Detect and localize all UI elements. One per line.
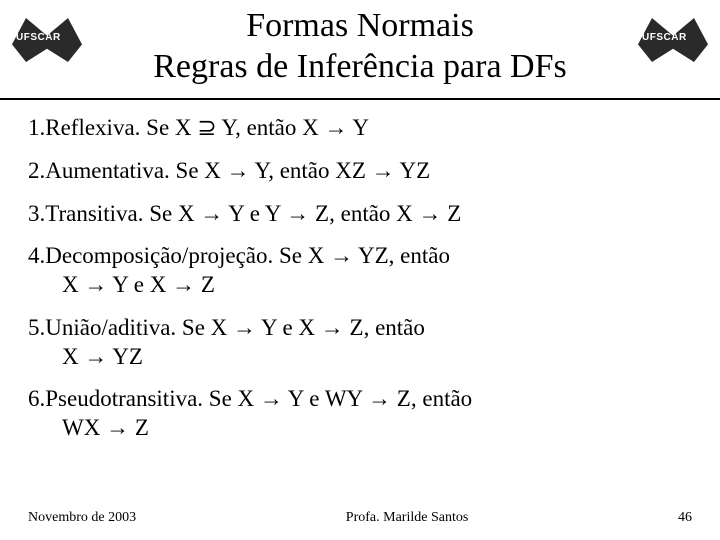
rule-6-line1: 6.Pseudotransitiva. Se X → Y e WY → Z, e… bbox=[28, 386, 472, 411]
logo-right: UFSCAR bbox=[638, 18, 708, 62]
rule-5: 5.União/aditiva. Se X → Y e X → Z, então… bbox=[28, 314, 692, 372]
ufscar-logo-shape: UFSCAR bbox=[638, 18, 708, 62]
rule-2: 2.Aumentativa. Se X → Y, então XZ → YZ bbox=[28, 157, 692, 186]
title-line-1: Formas Normais bbox=[246, 7, 474, 44]
rule-1: 1.Reflexiva. Se X ⊇ Y, então X → Y bbox=[28, 114, 692, 143]
slide-title: Formas Normais Regras de Inferência para… bbox=[0, 0, 720, 88]
ufscar-logo-shape: UFSCAR bbox=[12, 18, 82, 62]
footer-page-number: 46 bbox=[678, 510, 692, 526]
slide-body: 1.Reflexiva. Se X ⊇ Y, então X → Y 2.Aum… bbox=[0, 100, 720, 443]
logo-left: UFSCAR bbox=[12, 18, 82, 62]
rule-4-line1: 4.Decomposição/projeção. Se X → YZ, entã… bbox=[28, 243, 450, 268]
footer-date: Novembro de 2003 bbox=[28, 510, 136, 526]
rule-4-line2: X → Y e X → Z bbox=[28, 271, 692, 300]
rule-4: 4.Decomposição/projeção. Se X → YZ, entã… bbox=[28, 242, 692, 300]
slide-footer: Novembro de 2003 Profa. Marilde Santos 4… bbox=[0, 510, 720, 526]
rule-5-line2: X → YZ bbox=[28, 343, 692, 372]
slide-header: UFSCAR Formas Normais Regras de Inferênc… bbox=[0, 0, 720, 100]
footer-author: Profa. Marilde Santos bbox=[346, 510, 468, 526]
ufscar-logo-text: UFSCAR bbox=[16, 32, 61, 43]
rule-3: 3.Transitiva. Se X → Y e Y → Z, então X … bbox=[28, 200, 692, 229]
ufscar-logo-text: UFSCAR bbox=[642, 32, 687, 43]
rule-6-line2: WX → Z bbox=[28, 414, 692, 443]
rule-5-line1: 5.União/aditiva. Se X → Y e X → Z, então bbox=[28, 315, 425, 340]
title-line-2: Regras de Inferência para DFs bbox=[153, 48, 566, 85]
rule-6: 6.Pseudotransitiva. Se X → Y e WY → Z, e… bbox=[28, 385, 692, 443]
